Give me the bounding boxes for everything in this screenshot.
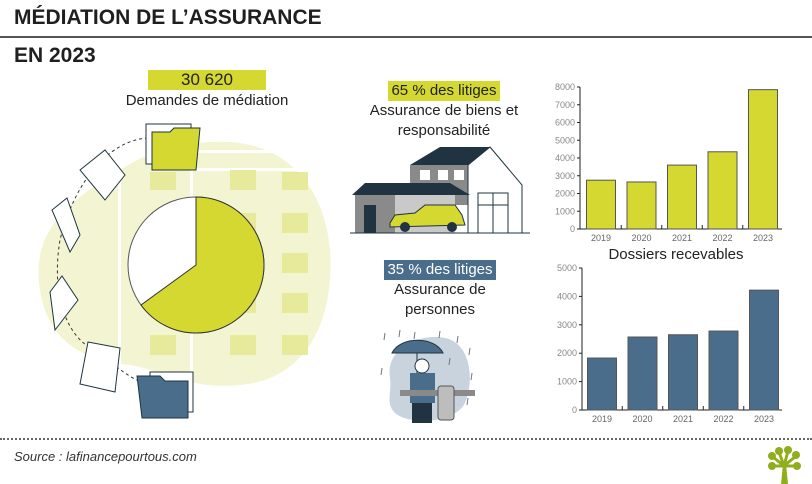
y-tick-label: 0 xyxy=(572,405,577,415)
car-icon xyxy=(389,204,466,228)
x-tick-label: 2019 xyxy=(591,233,611,243)
x-tick-label: 2021 xyxy=(672,233,692,243)
paper-icon xyxy=(49,275,79,332)
bar-2019 xyxy=(587,357,617,411)
bar-2022 xyxy=(707,151,738,230)
category-biens: 65 % des litiges Assurance de biens et r… xyxy=(344,81,544,141)
bar-2023 xyxy=(749,289,779,411)
bar-2020 xyxy=(626,181,657,230)
bar-2020 xyxy=(627,336,658,411)
category-personnes: 35 % des litiges Assurance de personnes xyxy=(340,260,540,320)
bar-2021 xyxy=(668,334,698,411)
bar-2019 xyxy=(586,179,616,230)
y-tick-label: 2000 xyxy=(555,189,575,199)
y-tick-label: 7000 xyxy=(555,100,575,110)
x-tick-label: 2022 xyxy=(713,414,733,424)
x-tick-label: 2022 xyxy=(712,233,732,243)
bar-2022 xyxy=(708,330,739,411)
x-tick-label: 2023 xyxy=(753,233,773,243)
y-tick-label: 2000 xyxy=(557,348,577,358)
pie-slice-biens xyxy=(140,196,265,334)
y-tick-label: 4000 xyxy=(555,153,575,163)
total-requests-value: 30 620 xyxy=(148,70,266,90)
y-tick-label: 3000 xyxy=(557,320,577,330)
x-tick-label: 2020 xyxy=(631,233,651,243)
bar-2023 xyxy=(748,89,778,230)
category-personnes-label-1: Assurance de xyxy=(394,281,486,298)
y-tick-label: 8000 xyxy=(555,82,575,92)
x-tick-label: 2020 xyxy=(632,414,652,424)
pie-illustration xyxy=(38,123,331,419)
house-car-illustration xyxy=(350,146,530,234)
y-tick-label: 0 xyxy=(570,224,575,234)
y-tick-label: 1000 xyxy=(557,377,577,387)
paper-icon xyxy=(51,197,81,254)
page-title: MÉDIATION DE L’ASSURANCE xyxy=(14,6,322,29)
header-divider xyxy=(0,36,812,38)
category-biens-percent: 65 % des litiges xyxy=(388,81,500,101)
bar-2021 xyxy=(667,164,697,230)
y-tick-label: 5000 xyxy=(557,263,577,273)
x-tick-label: 2019 xyxy=(592,414,612,424)
total-requests-label: Demandes de médiation xyxy=(125,92,289,109)
x-tick-label: 2023 xyxy=(754,414,774,424)
category-personnes-label-2: personnes xyxy=(404,301,476,318)
x-tick-label: 2021 xyxy=(673,414,693,424)
category-personnes-percent: 35 % des litiges xyxy=(384,260,496,280)
bar-chart-top: 0 1000 2000 3000 4000 5000 6000 7000 8000 2019 20… xyxy=(555,82,782,260)
y-axis-top: 0 1000 2000 3000 4000 5000 6000 7000 8000 xyxy=(555,82,581,234)
y-tick-label: 5000 xyxy=(555,135,575,145)
man-umbrella-rain-illustration xyxy=(380,329,475,423)
category-biens-label-1: Assurance de biens et xyxy=(369,102,519,119)
umbrella-icon xyxy=(391,339,444,354)
y-tick-label: 1000 xyxy=(555,206,575,216)
y-tick-label: 4000 xyxy=(557,291,577,301)
paper-icon xyxy=(79,341,121,393)
paper-icon xyxy=(79,149,126,201)
folder-lime-icon xyxy=(151,127,201,171)
y-tick-label: 6000 xyxy=(555,118,575,128)
folder-blue-icon xyxy=(136,375,189,419)
chart-xlabel: Dossiers recevables xyxy=(608,246,743,260)
category-biens-label-2: responsabilité xyxy=(397,122,491,139)
bar-chart-bottom: 0 1000 2000 3000 4000 5000 2019 2020 2021 2022 20… xyxy=(557,263,782,424)
tree-logo-icon xyxy=(768,446,801,484)
source-text: Source : lafinancepourtous.com xyxy=(14,449,197,464)
page-subtitle: EN 2023 xyxy=(14,44,96,67)
footer-divider xyxy=(0,438,812,440)
y-tick-label: 3000 xyxy=(555,171,575,181)
